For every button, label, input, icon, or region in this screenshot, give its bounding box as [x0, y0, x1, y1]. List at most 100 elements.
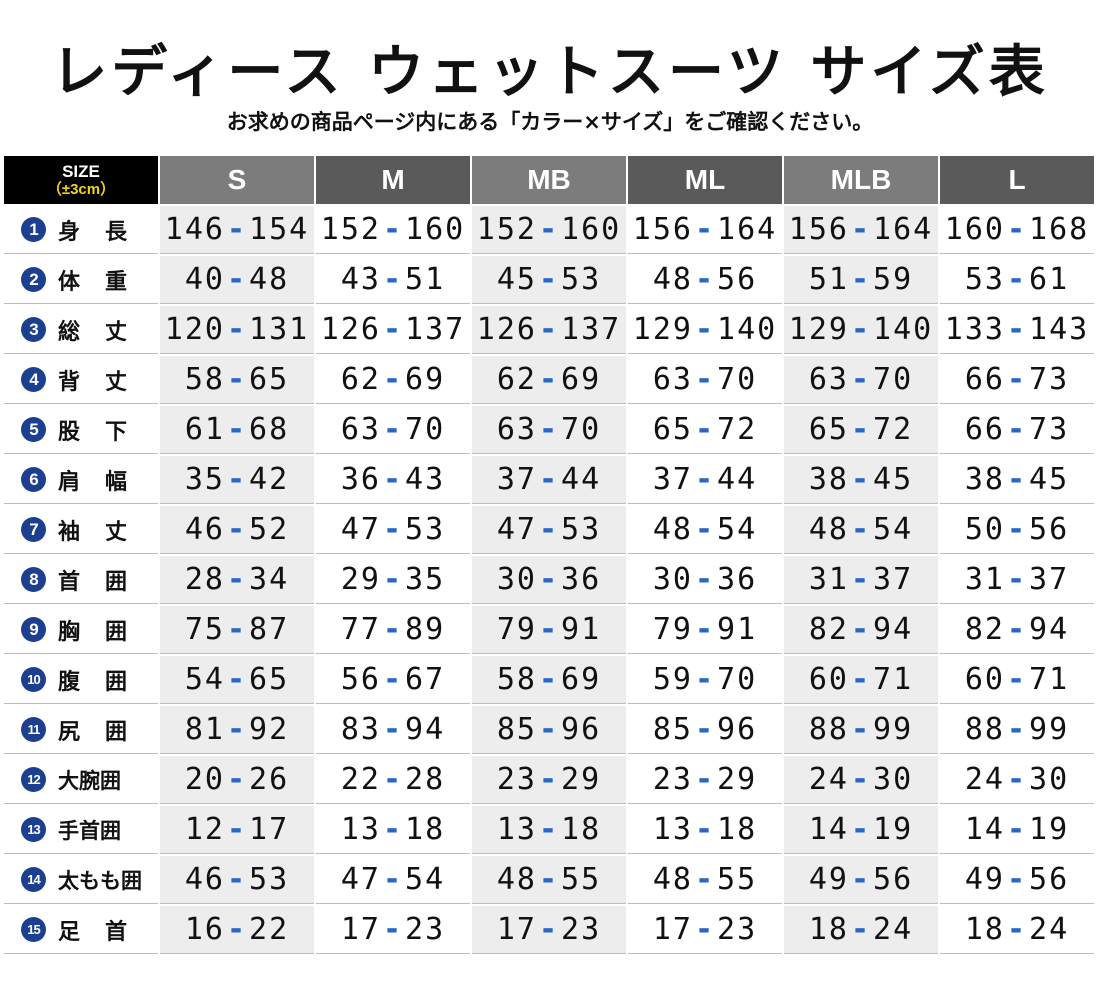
range-max: 73 [1029, 412, 1070, 447]
range-max: 164 [873, 212, 934, 247]
range-dash: - [226, 812, 248, 847]
range-max: 59 [873, 262, 914, 297]
page-subtitle: お求めの商品ページ内にある「カラー×サイズ」をご確認ください。 [226, 110, 874, 134]
table-cell: 81-92 [160, 706, 314, 754]
range-max: 140 [873, 312, 934, 347]
table-cell: 48-54 [784, 506, 938, 554]
row-label: 5 股下 [4, 406, 158, 454]
row-number-badge: 10 [21, 667, 46, 692]
range-max: 29 [717, 762, 758, 797]
range-dash: - [850, 462, 872, 497]
tolerance-label: （±3cm） [46, 181, 116, 198]
table-cell: 23-29 [628, 756, 782, 804]
table-cell: 129-140 [784, 306, 938, 354]
range-max: 55 [561, 862, 602, 897]
range-min: 46 [184, 862, 225, 897]
range-dash: - [1006, 812, 1028, 847]
measurement-name: 足首 [58, 919, 153, 945]
range-max: 24 [873, 912, 914, 947]
range-dash: - [538, 662, 560, 697]
range-max: 24 [1029, 912, 1070, 947]
table-cell: 61-68 [160, 406, 314, 454]
range-min: 18 [808, 912, 849, 947]
table-cell: 77-89 [316, 606, 470, 654]
range-dash: - [538, 512, 560, 547]
range-max: 160 [405, 212, 466, 247]
table-cell: 66-73 [940, 406, 1094, 454]
table-cell: 60-71 [940, 656, 1094, 704]
range-dash: - [694, 462, 716, 497]
range-dash: - [694, 562, 716, 597]
range-max: 160 [561, 212, 622, 247]
range-min: 85 [652, 712, 693, 747]
range-dash: - [538, 712, 560, 747]
range-dash: - [850, 662, 872, 697]
range-max: 94 [1029, 612, 1070, 647]
table-cell: 152-160 [316, 206, 470, 254]
range-max: 55 [717, 862, 758, 897]
table-cell: 47-53 [316, 506, 470, 554]
size-header-mlb: MLB [784, 156, 938, 204]
table-cell: 14-19 [940, 806, 1094, 854]
range-min: 28 [184, 562, 225, 597]
range-dash: - [538, 562, 560, 597]
table-cell: 62-69 [472, 356, 626, 404]
measurement-name: 総丈 [58, 319, 153, 345]
range-max: 91 [561, 612, 602, 647]
range-max: 23 [561, 912, 602, 947]
range-dash: - [850, 812, 872, 847]
table-cell: 18-24 [940, 906, 1094, 954]
range-dash: - [694, 212, 716, 247]
range-max: 89 [405, 612, 446, 647]
range-dash: - [1006, 612, 1028, 647]
row-label: 12 大腕囲 [4, 756, 158, 804]
range-min: 40 [184, 262, 225, 297]
range-min: 50 [964, 512, 1005, 547]
range-min: 129 [788, 312, 849, 347]
range-min: 77 [340, 612, 381, 647]
table-cell: 63-70 [316, 406, 470, 454]
range-dash: - [1006, 262, 1028, 297]
range-min: 62 [496, 362, 537, 397]
table-cell: 120-131 [160, 306, 314, 354]
table-cell: 60-71 [784, 656, 938, 704]
range-dash: - [538, 612, 560, 647]
range-max: 26 [249, 762, 290, 797]
range-min: 46 [184, 512, 225, 547]
range-min: 49 [964, 862, 1005, 897]
range-min: 47 [340, 862, 381, 897]
range-min: 22 [340, 762, 381, 797]
range-dash: - [1006, 562, 1028, 597]
range-max: 131 [249, 312, 310, 347]
table-cell: 129-140 [628, 306, 782, 354]
range-min: 156 [632, 212, 693, 247]
range-max: 73 [1029, 362, 1070, 397]
range-max: 45 [1029, 462, 1070, 497]
range-min: 81 [184, 712, 225, 747]
row-number-badge: 9 [21, 617, 46, 642]
range-dash: - [850, 212, 872, 247]
range-max: 18 [717, 812, 758, 847]
table-cell: 63-70 [472, 406, 626, 454]
range-max: 168 [1029, 212, 1090, 247]
range-max: 30 [1029, 762, 1070, 797]
row-number-badge: 12 [21, 767, 46, 792]
range-max: 70 [405, 412, 446, 447]
range-dash: - [694, 312, 716, 347]
range-dash: - [694, 762, 716, 797]
table-cell: 56-67 [316, 656, 470, 704]
range-dash: - [226, 212, 248, 247]
range-min: 38 [808, 462, 849, 497]
table-cell: 40-48 [160, 256, 314, 304]
size-header-s: S [160, 156, 314, 204]
range-dash: - [1006, 412, 1028, 447]
table-cell: 28-34 [160, 556, 314, 604]
range-min: 133 [944, 312, 1005, 347]
range-min: 160 [944, 212, 1005, 247]
row-number-badge: 3 [21, 317, 46, 342]
row-label: 8 首囲 [4, 556, 158, 604]
range-min: 23 [652, 762, 693, 797]
range-min: 65 [808, 412, 849, 447]
size-table: SIZE （±3cm） S M MB ML MLB L 1 身長 146-154 152-160 1… [4, 156, 1094, 954]
range-min: 88 [964, 712, 1005, 747]
